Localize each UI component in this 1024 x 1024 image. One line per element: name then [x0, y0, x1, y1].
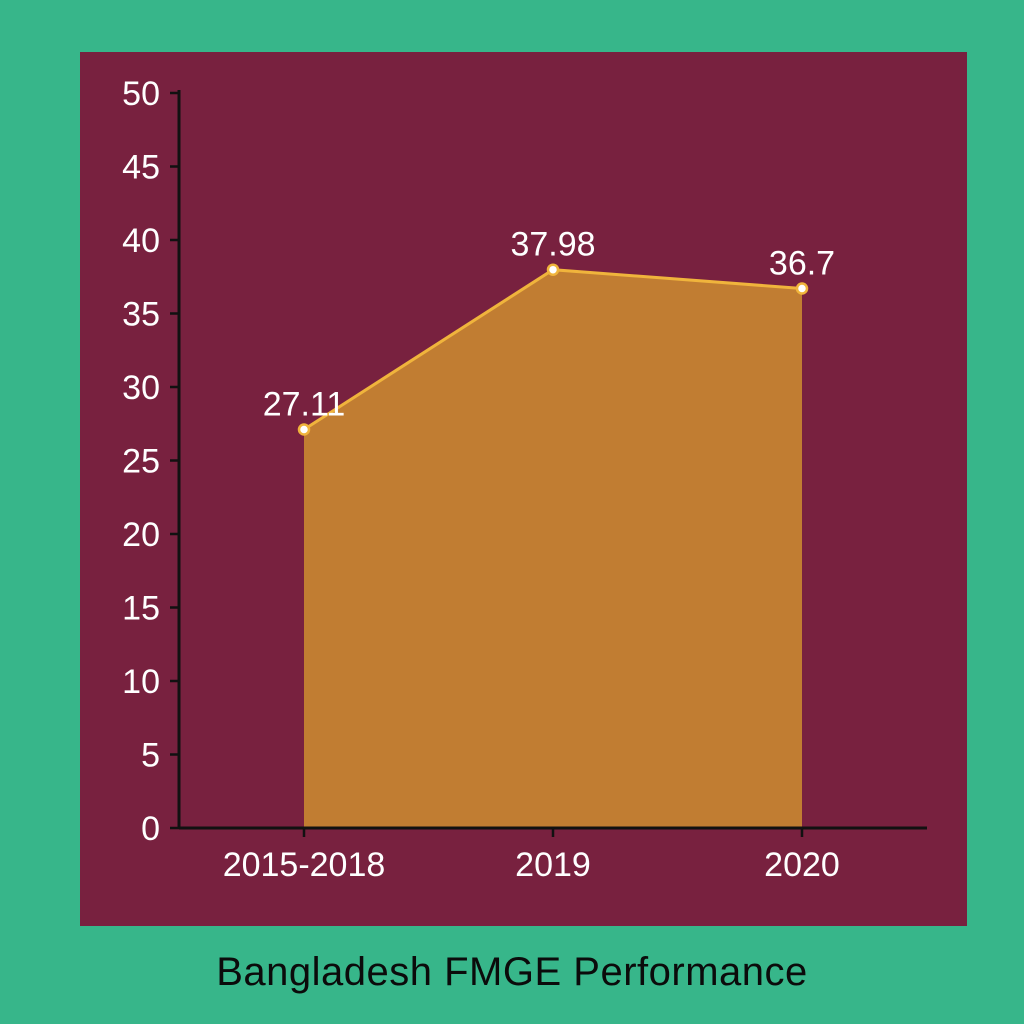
- x-tick-label: 2019: [515, 846, 591, 884]
- y-tick-label: 25: [122, 443, 160, 481]
- y-tick-label: 30: [122, 369, 160, 407]
- data-label: 37.98: [510, 226, 595, 264]
- data-point: [795, 282, 809, 295]
- y-tick-label: 5: [141, 737, 160, 775]
- data-point: [297, 423, 311, 436]
- chart-title: Bangladesh FMGE Performance: [216, 950, 808, 994]
- x-tick-label: 2020: [764, 846, 840, 884]
- y-tick-label: 35: [122, 296, 160, 334]
- y-tick-label: 45: [122, 149, 160, 187]
- data-label: 36.7: [769, 245, 835, 283]
- y-tick-label: 50: [122, 75, 160, 113]
- area-fill: [304, 269, 802, 829]
- data-point: [546, 263, 560, 276]
- y-tick-label: 0: [141, 810, 160, 848]
- y-tick-label: 40: [122, 222, 160, 260]
- y-tick-label: 15: [122, 590, 160, 628]
- data-label: 27.11: [263, 385, 346, 423]
- y-tick-label: 20: [122, 516, 160, 554]
- y-tick-label: 10: [122, 663, 160, 701]
- x-tick-label: 2015-2018: [223, 846, 386, 884]
